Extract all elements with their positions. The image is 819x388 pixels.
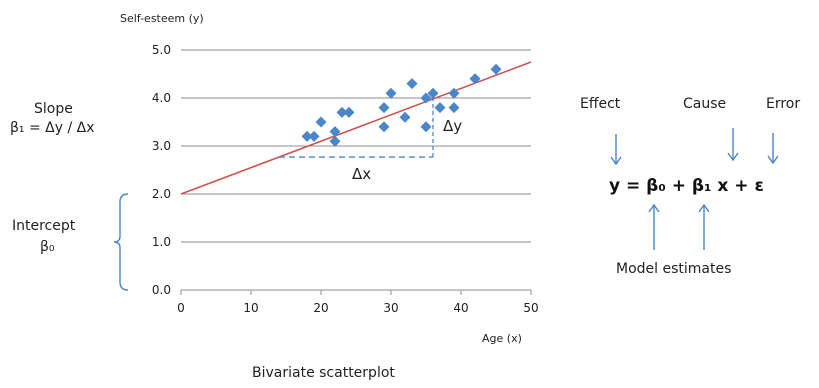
beta0-arrow-head xyxy=(648,203,660,213)
data-point xyxy=(329,135,341,147)
x-tick-label: 0 xyxy=(177,301,185,315)
data-point xyxy=(448,102,460,114)
data-point xyxy=(378,121,390,133)
delta-triangle xyxy=(279,98,434,158)
data-points xyxy=(301,63,502,147)
y-tick-label: 3.0 xyxy=(152,139,171,153)
data-point xyxy=(378,102,390,114)
y-axis-label: Self-esteem (y) xyxy=(120,12,204,25)
data-point xyxy=(308,130,320,142)
data-point xyxy=(420,121,432,133)
data-point xyxy=(343,106,355,118)
data-point xyxy=(448,87,460,99)
y-tick-label: 5.0 xyxy=(152,43,171,57)
x-tick-label: 40 xyxy=(453,301,468,315)
y-tick-label: 1.0 xyxy=(152,235,171,249)
beta1-arrow-head xyxy=(698,203,710,213)
data-point xyxy=(406,78,418,90)
intercept-bracket xyxy=(113,193,129,291)
x-axis-label: Age (x) xyxy=(482,332,522,345)
y-tick-label: 4.0 xyxy=(152,91,171,105)
intercept-brace xyxy=(113,193,129,291)
data-point xyxy=(329,126,341,138)
data-point xyxy=(385,87,397,99)
x-tick-label: 10 xyxy=(243,301,258,315)
cause-label: Cause xyxy=(683,96,727,112)
y-tick-label: 0.0 xyxy=(152,283,171,297)
equation-arrows xyxy=(610,128,779,250)
data-point xyxy=(336,106,348,118)
chart-title: Bivariate scatterplot xyxy=(252,365,395,381)
delta-y-label: Δy xyxy=(443,117,463,135)
data-point xyxy=(420,92,432,104)
regression-line-layer xyxy=(180,61,532,195)
data-point xyxy=(301,130,313,142)
cause-arrow-head xyxy=(727,152,739,162)
slope-title: Slope xyxy=(34,101,73,117)
delta-x-label: Δx xyxy=(352,165,372,183)
model-estimates-label: Model estimates xyxy=(616,261,732,277)
grid-layer xyxy=(181,49,531,243)
data-point xyxy=(427,87,439,99)
effect-label: Effect xyxy=(580,96,621,112)
error-arrow-head xyxy=(767,155,779,165)
x-tick-label: 30 xyxy=(383,301,398,315)
data-point xyxy=(469,73,481,85)
intercept-symbol: β₀ xyxy=(40,239,55,255)
data-point xyxy=(490,63,502,75)
regression-line xyxy=(180,61,532,195)
error-label: Error xyxy=(766,96,801,112)
y-tick-label: 2.0 xyxy=(152,187,171,201)
data-point xyxy=(434,102,446,114)
slope-formula: β₁ = Δy / Δx xyxy=(10,120,95,136)
x-tick-label: 50 xyxy=(523,301,538,315)
intercept-title: Intercept xyxy=(12,218,76,234)
axes: 0.0 1.0 2.0 3.0 4.0 5.0 0 10 20 30 40 50 xyxy=(152,43,539,315)
data-point xyxy=(399,111,411,123)
data-point xyxy=(315,116,327,128)
x-tick-label: 20 xyxy=(313,301,328,315)
effect-arrow-head xyxy=(610,156,622,166)
regression-equation: y = β₀ + β₁ x + ε xyxy=(609,176,764,196)
